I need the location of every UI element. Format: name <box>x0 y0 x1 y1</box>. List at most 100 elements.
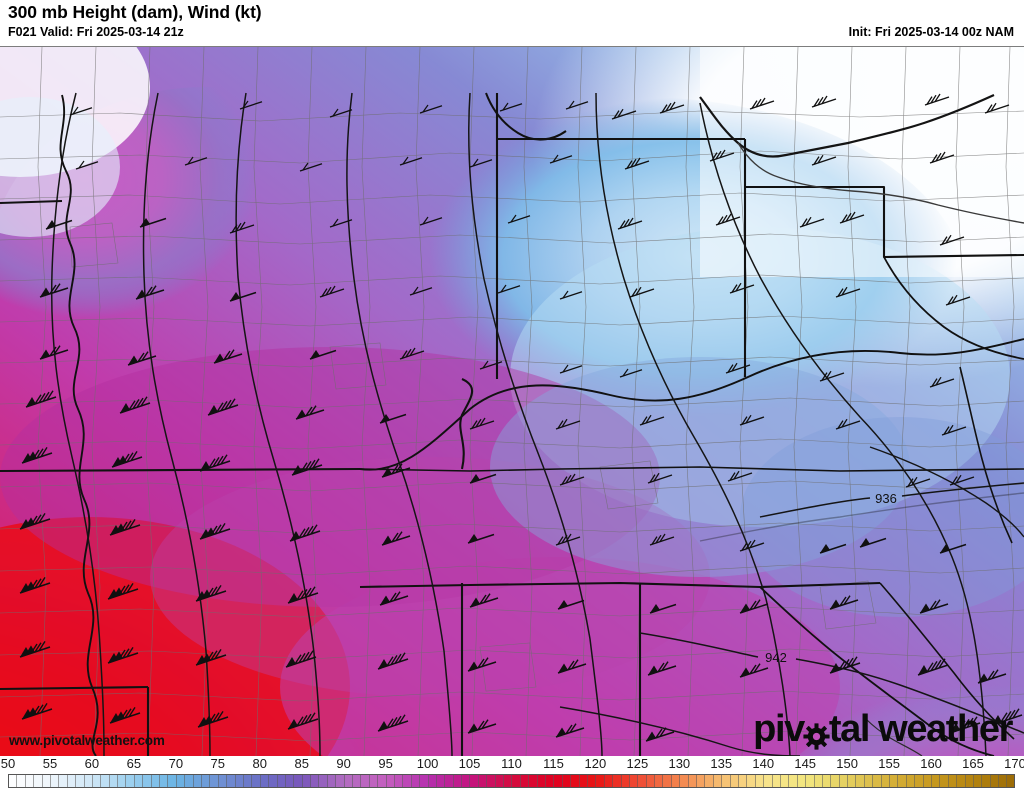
colorbar-cell <box>369 775 379 787</box>
contour-label-group: 936 942 <box>765 491 897 665</box>
colorbar-cell <box>587 775 597 787</box>
colorbar-cell <box>277 775 286 787</box>
colorbar-cell <box>680 775 689 787</box>
colorbar-cell <box>319 775 328 787</box>
colorbar-cell <box>722 775 731 787</box>
colorbar-cell <box>596 775 605 787</box>
colorbar-tick-label: 120 <box>584 756 607 771</box>
colorbar-cell <box>420 775 429 787</box>
colorbar-tick-label: 170 <box>1004 756 1024 771</box>
colorbar-tick-label: 135 <box>710 756 733 771</box>
colorbar-tick-label: 100 <box>416 756 439 771</box>
colorbar-cell <box>621 775 630 787</box>
colorbar-tick-labels: 50 55 60 65 70 75 80 85 90 95 100 105 110 115 120 125 13… <box>0 756 1024 773</box>
colorbar-cell <box>101 775 110 787</box>
colorbar-cell <box>697 775 706 787</box>
colorbar-cell <box>252 775 261 787</box>
colorbar-cell <box>126 775 135 787</box>
colorbar-cell <box>260 775 270 787</box>
colorbar-cell <box>856 775 865 787</box>
colorbar-cell <box>839 775 849 787</box>
colorbar-cell <box>1007 775 1014 787</box>
colorbar-cell <box>873 775 882 787</box>
pivotal-weather-logo: piv tal weather <box>753 710 1013 750</box>
colorbar-cell <box>59 775 68 787</box>
colorbar-cell <box>512 775 521 787</box>
colorbar-cell <box>814 775 823 787</box>
colorbar-cell <box>923 775 932 787</box>
colorbar-cell <box>243 775 253 787</box>
colorbar-cell <box>17 775 26 787</box>
colorbar-cell <box>218 775 228 787</box>
colorbar-cell <box>411 775 421 787</box>
colorbar-tick-label: 150 <box>836 756 859 771</box>
colorbar-cell <box>604 775 614 787</box>
colorbar-cell <box>76 775 85 787</box>
colorbar-cell <box>646 775 656 787</box>
colorbar-cell <box>193 775 202 787</box>
map-header: 300 mb Height (dam), Wind (kt) F021 Vali… <box>0 0 1024 46</box>
colorbar-tick-label: 70 <box>168 756 184 771</box>
colorbar-strip[interactable] <box>8 774 1015 788</box>
colorbar-cell <box>227 775 236 787</box>
colorbar-cell <box>9 775 18 787</box>
colorbar-tick-label: 75 <box>210 756 226 771</box>
colorbar-cell <box>881 775 891 787</box>
colorbar-cell <box>428 775 437 787</box>
colorbar-cell <box>940 775 949 787</box>
wind-speed-fill-layer <box>0 47 1024 756</box>
colorbar-cell <box>67 775 77 787</box>
page-title: 300 mb Height (dam), Wind (kt) <box>8 2 262 22</box>
colorbar-cell <box>890 775 899 787</box>
colorbar-cell <box>554 775 563 787</box>
colorbar-cell <box>302 775 312 787</box>
colorbar-cell <box>864 775 874 787</box>
colorbar-cell <box>109 775 119 787</box>
colorbar-cell <box>436 775 446 787</box>
colorbar-cell <box>822 775 832 787</box>
colorbar-cell <box>764 775 773 787</box>
colorbar-cell <box>999 775 1008 787</box>
colorbar-cell <box>168 775 177 787</box>
colorbar-cell <box>176 775 186 787</box>
contour-label-942: 942 <box>765 650 787 665</box>
contour-label-936: 936 <box>875 491 897 506</box>
colorbar-cell <box>797 775 807 787</box>
colorbar-cell <box>906 775 916 787</box>
colorbar-cell <box>613 775 622 787</box>
colorbar-tick-label: 155 <box>878 756 900 771</box>
colorbar-cell <box>361 775 370 787</box>
colorbar-cell <box>185 775 194 787</box>
colorbar-tick-label: 160 <box>920 756 942 771</box>
colorbar-cell <box>394 775 404 787</box>
colorbar-cell <box>84 775 93 787</box>
colorbar-tick-label: 115 <box>543 756 564 771</box>
colorbar-tick-label: 110 <box>501 756 522 771</box>
colorbar-tick-label: 165 <box>962 756 984 771</box>
site-url-watermark: www.pivotalweather.com <box>9 733 165 748</box>
gear-icon <box>803 719 830 750</box>
colorbar-cell <box>134 775 144 787</box>
colorbar-cell <box>688 775 698 787</box>
map-canvas[interactable]: 936 942 <box>0 46 1024 756</box>
colorbar-cell <box>42 775 51 787</box>
colorbar-cell <box>713 775 723 787</box>
colorbar-cell <box>353 775 362 787</box>
colorbar-cell <box>546 775 555 787</box>
colorbar-cell <box>50 775 60 787</box>
colorbar-cell <box>948 775 958 787</box>
colorbar-tick-label: 145 <box>794 756 817 771</box>
colorbar-tick-label: 130 <box>668 756 691 771</box>
colorbar-cell <box>772 775 781 787</box>
colorbar-cell <box>403 775 412 787</box>
colorbar-cell <box>747 775 756 787</box>
colorbar-cell <box>990 775 1000 787</box>
colorbar-cell <box>210 775 219 787</box>
colorbar-tick-label: 90 <box>336 756 351 771</box>
colorbar[interactable]: 50 55 60 65 70 75 80 85 90 95 100 105 110 115 120 125 13… <box>0 756 1024 791</box>
colorbar-tick-label: 85 <box>294 756 309 771</box>
colorbar-cell <box>780 775 790 787</box>
colorbar-tick-label: 125 <box>626 756 649 771</box>
colorbar-cell <box>571 775 580 787</box>
